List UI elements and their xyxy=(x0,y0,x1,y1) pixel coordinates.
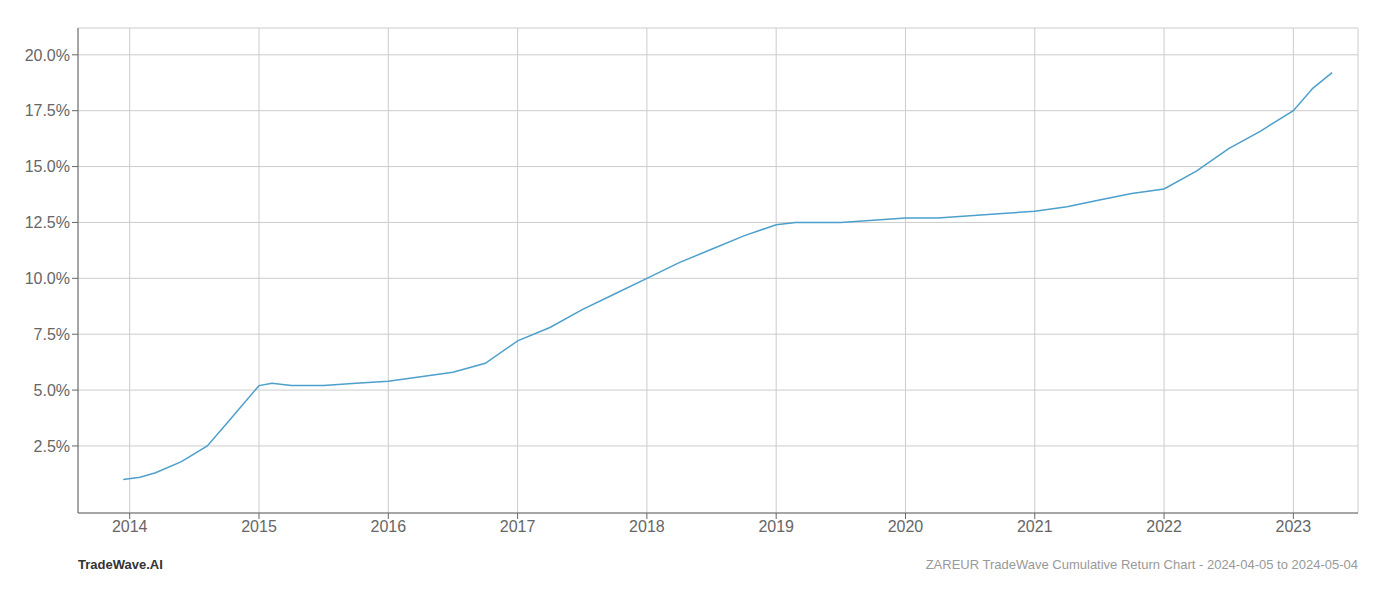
svg-text:2021: 2021 xyxy=(1017,518,1053,535)
svg-text:2020: 2020 xyxy=(888,518,924,535)
svg-text:5.0%: 5.0% xyxy=(34,382,70,399)
svg-text:2014: 2014 xyxy=(112,518,148,535)
svg-text:2.5%: 2.5% xyxy=(34,438,70,455)
html-text:ZAREUR TradeWave Cumulative Re: ZAREUR TradeWave Cumulative Return Chart… xyxy=(925,557,1358,572)
svg-text:2018: 2018 xyxy=(629,518,665,535)
svg-text:20.0%: 20.0% xyxy=(25,47,70,64)
svg-text:2016: 2016 xyxy=(371,518,407,535)
svg-text:10.0%: 10.0% xyxy=(25,270,70,287)
svg-text:15.0%: 15.0% xyxy=(25,158,70,175)
svg-text:2015: 2015 xyxy=(241,518,277,535)
svg-text:7.5%: 7.5% xyxy=(34,326,70,343)
svg-text:17.5%: 17.5% xyxy=(25,102,70,119)
svg-text:2022: 2022 xyxy=(1146,518,1182,535)
svg-text:2023: 2023 xyxy=(1276,518,1312,535)
svg-text:12.5%: 12.5% xyxy=(25,214,70,231)
svg-text:2019: 2019 xyxy=(758,518,794,535)
svg-text:2017: 2017 xyxy=(500,518,536,535)
html-text:TradeWave.AI: TradeWave.AI xyxy=(78,557,163,572)
